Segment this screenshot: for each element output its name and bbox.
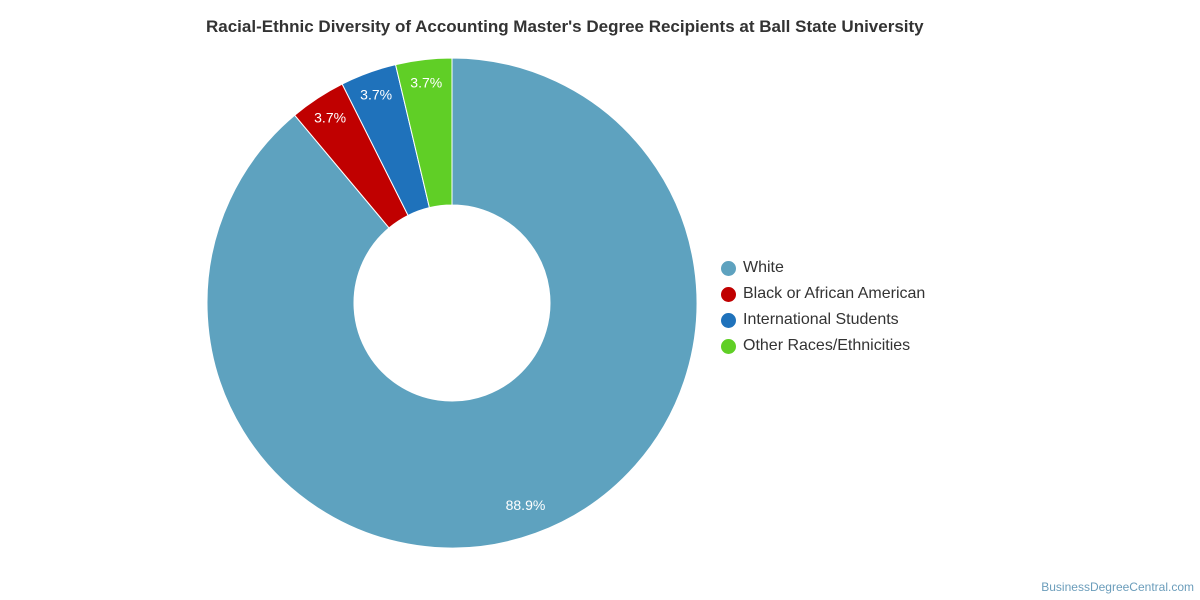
credit-text[interactable]: BusinessDegreeCentral.com bbox=[1041, 580, 1194, 594]
legend-swatch-other-races-ethnicities bbox=[721, 338, 736, 354]
slice-white[interactable] bbox=[206, 57, 698, 549]
legend-label-white: White bbox=[743, 259, 784, 276]
legend-label-black-or-african-american: Black or African American bbox=[743, 285, 926, 302]
legend-label-other-races-ethnicities: Other Races/Ethnicities bbox=[743, 337, 911, 354]
data-label-black-or-african-american: 3.7% bbox=[314, 109, 346, 125]
legend-swatch-white bbox=[721, 260, 736, 276]
chart-title: Racial-Ethnic Diversity of Accounting Ma… bbox=[206, 17, 924, 36]
data-label-international-students: 3.7% bbox=[360, 86, 392, 102]
slice-other-races-ethnicities[interactable] bbox=[394, 57, 453, 209]
legend-item-white[interactable]: White bbox=[721, 255, 925, 281]
legend-swatch-international-students bbox=[721, 312, 736, 328]
data-label-white: 88.9% bbox=[506, 497, 546, 513]
data-label-other-races-ethnicities: 3.7% bbox=[410, 74, 442, 90]
legend-item-international-students[interactable]: International Students bbox=[721, 307, 925, 333]
legend-label-international-students: International Students bbox=[743, 311, 899, 328]
legend: White Black or African American Internat… bbox=[721, 255, 925, 359]
legend-item-other-races-ethnicities[interactable]: Other Races/Ethnicities bbox=[721, 333, 925, 359]
legend-item-black-or-african-american[interactable]: Black or African American bbox=[721, 281, 925, 307]
legend-swatch-black-or-african-american bbox=[721, 286, 736, 302]
